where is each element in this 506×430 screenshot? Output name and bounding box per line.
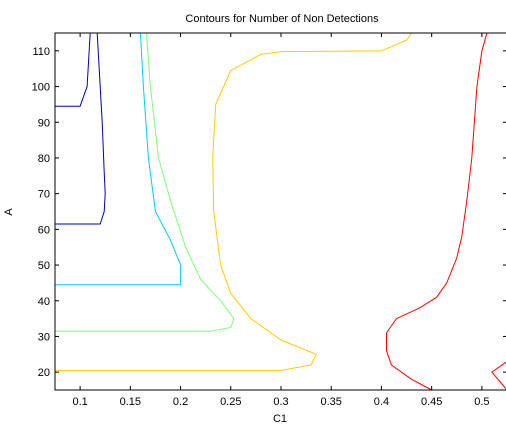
x-tick-label: 0.5 <box>474 396 489 408</box>
y-tick-label: 20 <box>38 367 50 379</box>
x-tick-label: 0.4 <box>374 396 389 408</box>
y-tick-label: 90 <box>38 117 50 129</box>
x-tick-label: 0.1 <box>72 396 87 408</box>
x-tick-label: 0.3 <box>273 396 288 408</box>
contour-line-5-2 <box>491 361 506 390</box>
contour-line-5-1 <box>386 32 488 391</box>
contour-line-1-2 <box>55 32 106 225</box>
y-axis-label: A <box>3 208 15 216</box>
y-tick-label: 70 <box>38 189 50 201</box>
plot-frame <box>54 32 506 391</box>
x-tick-label: 0.25 <box>220 396 241 408</box>
contour-line-4-1 <box>55 32 413 371</box>
contour-line-3-1 <box>55 32 235 332</box>
y-tick-label: 110 <box>32 46 50 58</box>
x-tick-label: 0.35 <box>321 396 342 408</box>
x-axis-label: C1 <box>273 413 287 425</box>
contour-line-1-1 <box>55 32 91 107</box>
x-tick-label: 0.45 <box>421 396 442 408</box>
contour-line-2-1 <box>55 32 182 286</box>
y-tick-label: 60 <box>38 224 50 236</box>
y-tick-label: 30 <box>38 331 50 343</box>
y-tick-label: 40 <box>38 296 50 308</box>
chart-title: Contours for Number of Non Detections <box>185 13 379 25</box>
y-axis-ticks: 20 30 40 50 60 70 80 90 100 110 <box>32 46 506 379</box>
x-tick-label: 0.2 <box>173 396 188 408</box>
x-tick-label: 0.15 <box>120 396 141 408</box>
contour-lines <box>55 32 506 391</box>
y-tick-label: 80 <box>38 153 50 165</box>
y-tick-label: 50 <box>38 260 50 272</box>
x-axis-ticks: 0.1 0.15 0.2 0.25 0.3 0.35 0.4 0.45 0.5 <box>72 33 490 408</box>
y-tick-label: 100 <box>32 82 50 94</box>
